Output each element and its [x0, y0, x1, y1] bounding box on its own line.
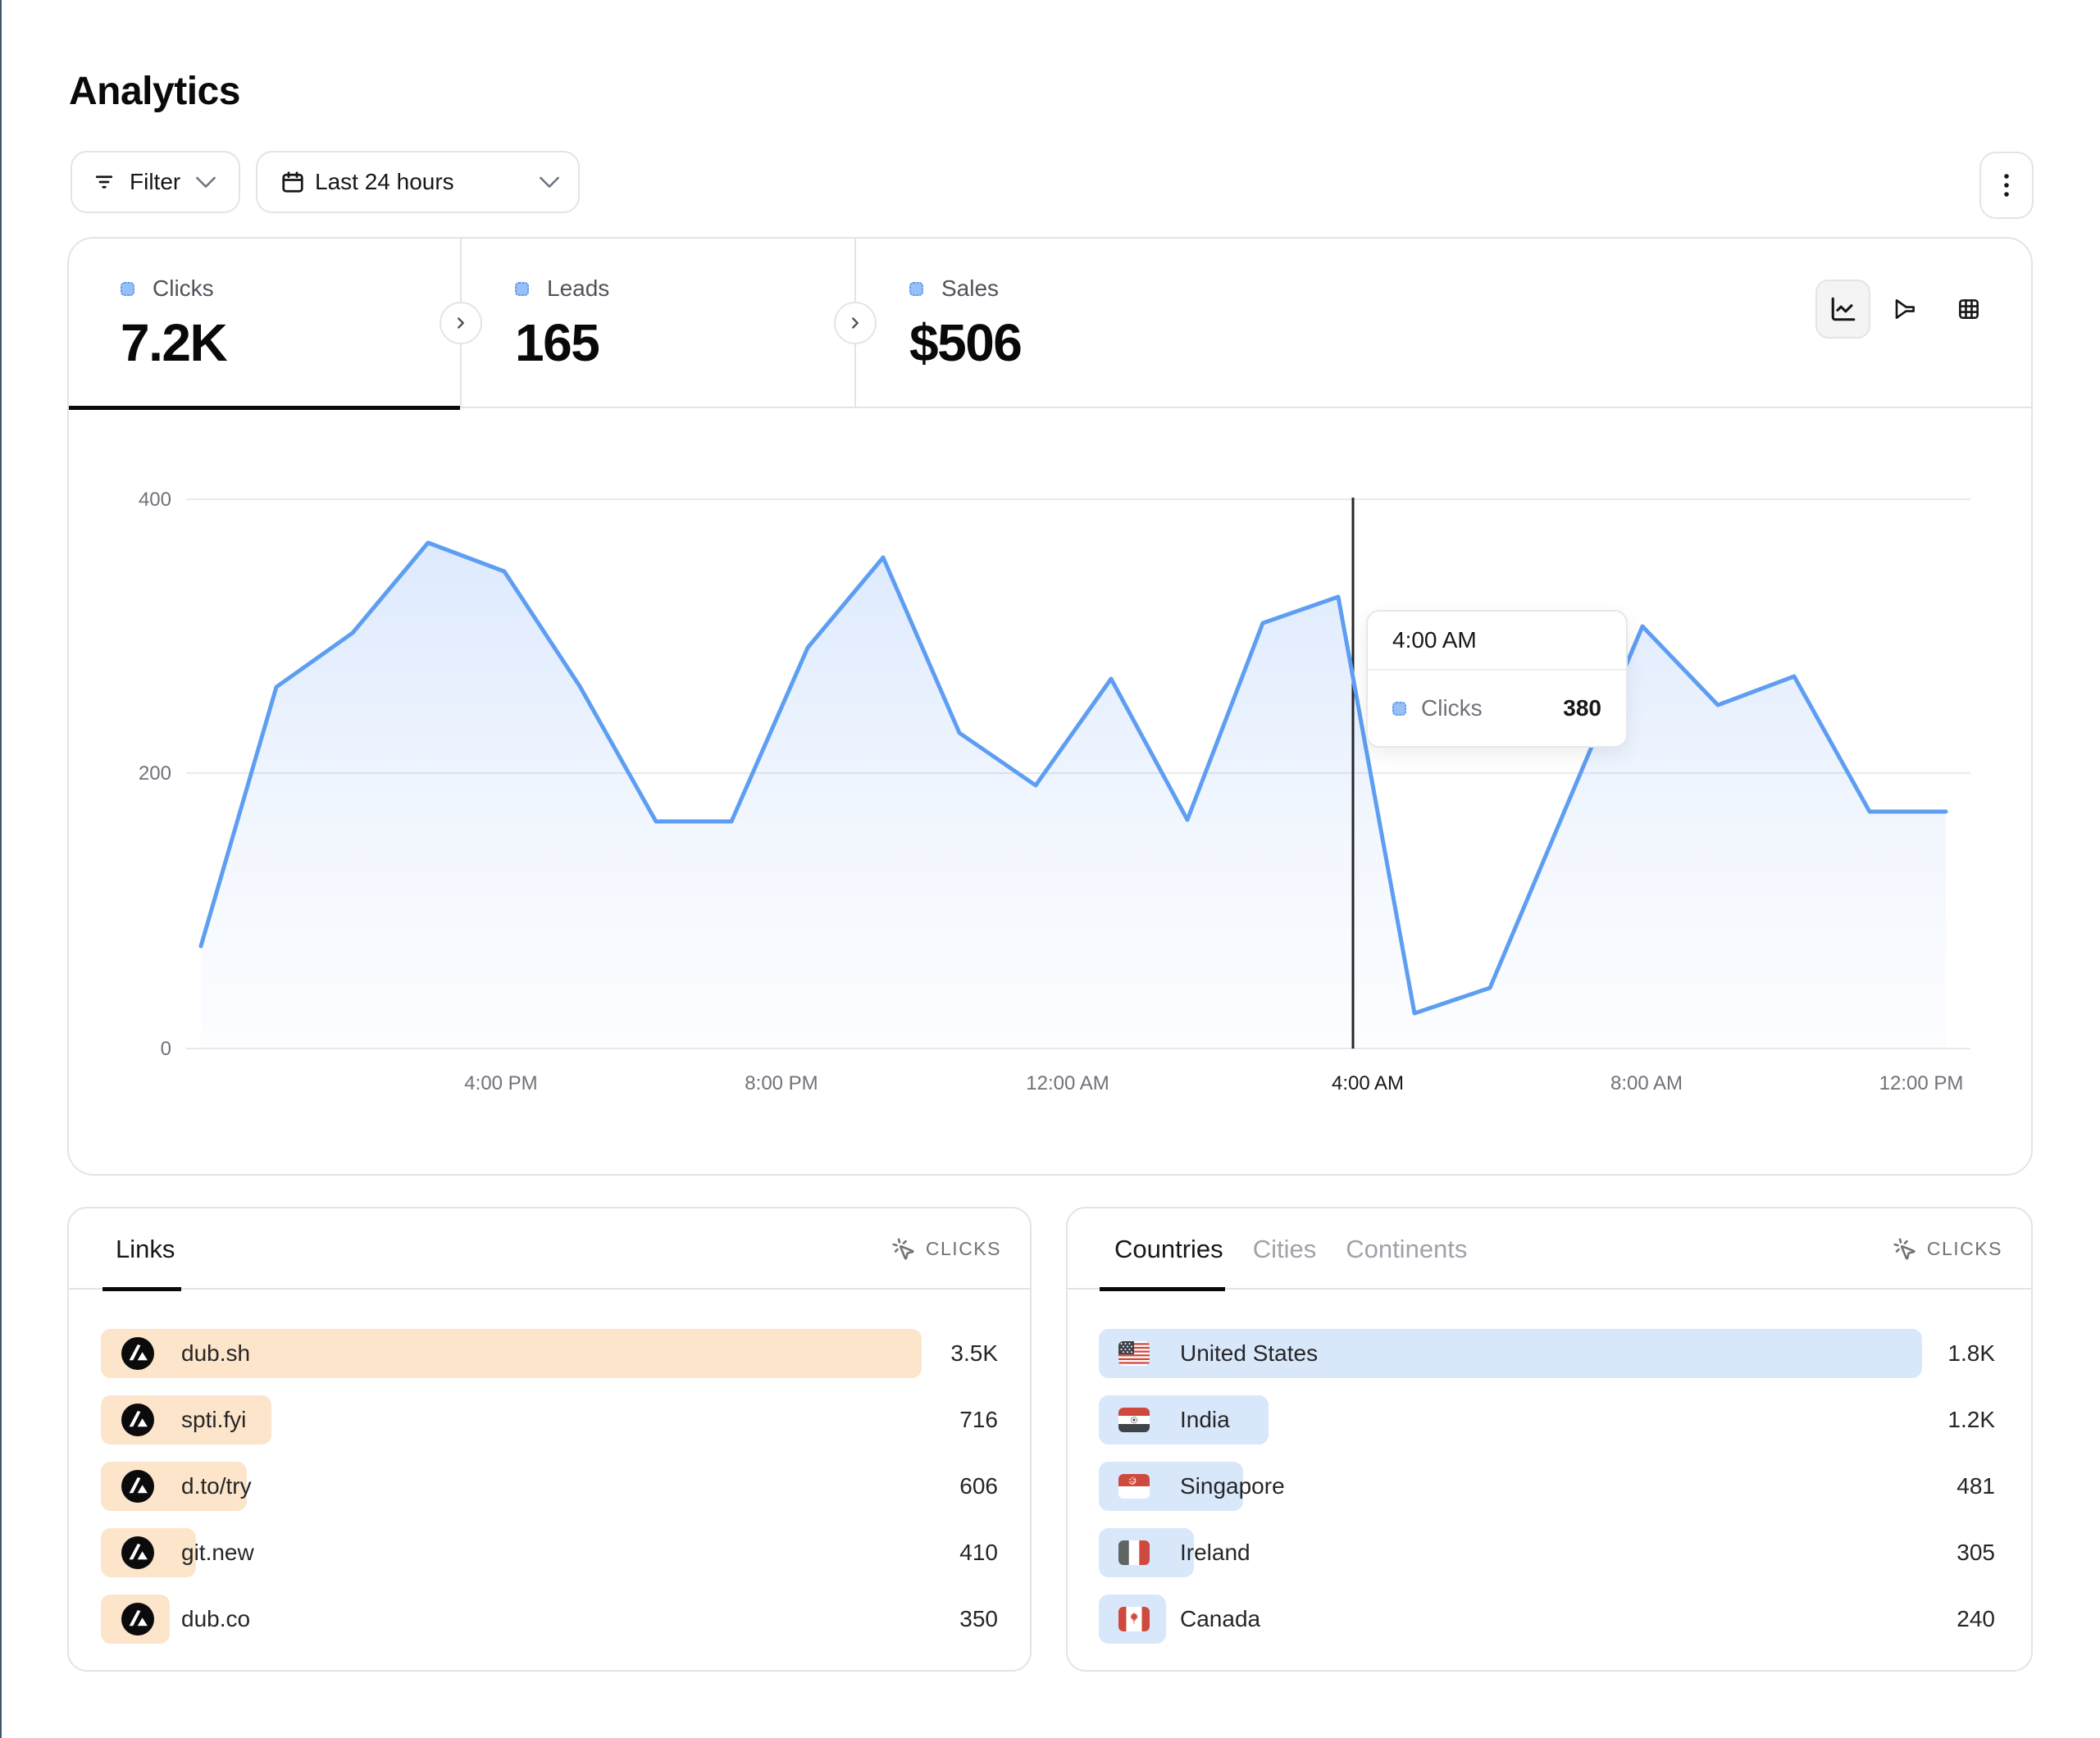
svg-text:8:00 PM: 8:00 PM: [745, 1072, 818, 1094]
svg-text:400: 400: [139, 489, 171, 511]
svg-text:12:00 PM: 12:00 PM: [1879, 1072, 1964, 1094]
svg-text:200: 200: [139, 762, 171, 785]
svg-text:0: 0: [161, 1038, 171, 1060]
svg-text:8:00 AM: 8:00 AM: [1610, 1072, 1683, 1094]
svg-text:4:00 AM: 4:00 AM: [1332, 1072, 1404, 1094]
svg-text:12:00 AM: 12:00 AM: [1026, 1072, 1109, 1094]
svg-text:4:00 PM: 4:00 PM: [464, 1072, 537, 1094]
